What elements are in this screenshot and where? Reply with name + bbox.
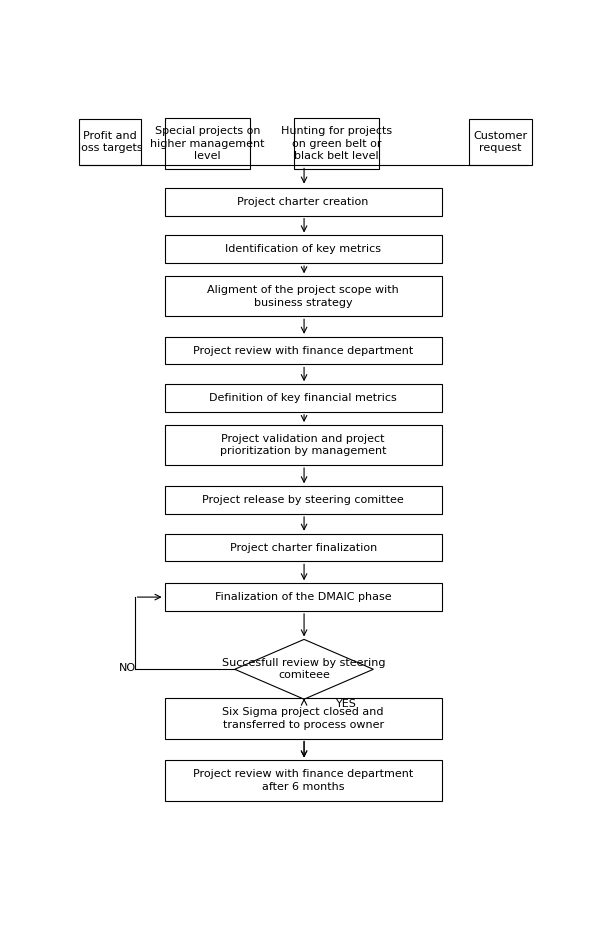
- Text: Succesfull review by steering
comiteee: Succesfull review by steering comiteee: [222, 658, 386, 681]
- Text: YES: YES: [336, 699, 356, 709]
- Text: Project review with finance department
after 6 months: Project review with finance department a…: [193, 769, 413, 792]
- FancyBboxPatch shape: [470, 119, 532, 165]
- FancyBboxPatch shape: [164, 337, 442, 365]
- FancyBboxPatch shape: [79, 119, 141, 165]
- FancyBboxPatch shape: [164, 760, 442, 800]
- Text: Project charter creation: Project charter creation: [237, 197, 369, 206]
- FancyBboxPatch shape: [164, 188, 442, 216]
- Text: Project release by steering comittee: Project release by steering comittee: [202, 495, 404, 505]
- FancyBboxPatch shape: [164, 277, 442, 316]
- Text: Project charter finalization: Project charter finalization: [229, 543, 377, 552]
- FancyBboxPatch shape: [164, 583, 442, 611]
- Text: Finalization of the DMAIC phase: Finalization of the DMAIC phase: [215, 592, 392, 602]
- FancyBboxPatch shape: [164, 118, 250, 170]
- FancyBboxPatch shape: [294, 118, 379, 170]
- FancyBboxPatch shape: [164, 425, 442, 465]
- FancyBboxPatch shape: [164, 486, 442, 514]
- Text: Project review with finance department: Project review with finance department: [193, 346, 413, 356]
- Text: Customer
request: Customer request: [474, 131, 527, 153]
- Text: Aligment of the project scope with
business strategy: Aligment of the project scope with busin…: [207, 285, 399, 308]
- FancyBboxPatch shape: [164, 236, 442, 263]
- Text: Special projects on
higher management
level: Special projects on higher management le…: [150, 126, 265, 161]
- FancyBboxPatch shape: [164, 384, 442, 412]
- Text: Project validation and project
prioritization by management: Project validation and project prioritiz…: [220, 434, 386, 456]
- Text: Definition of key financial metrics: Definition of key financial metrics: [209, 393, 397, 403]
- Text: Six Sigma project closed and
transferred to process owner: Six Sigma project closed and transferred…: [222, 707, 384, 730]
- Text: Hunting for projects
on green belt or
black belt level: Hunting for projects on green belt or bl…: [281, 126, 392, 161]
- Text: Identification of key metrics: Identification of key metrics: [225, 244, 381, 254]
- Polygon shape: [235, 639, 373, 699]
- FancyBboxPatch shape: [164, 699, 442, 739]
- Text: Profit and
loss targets: Profit and loss targets: [78, 131, 142, 153]
- FancyBboxPatch shape: [164, 534, 442, 562]
- Text: NO: NO: [119, 663, 136, 672]
